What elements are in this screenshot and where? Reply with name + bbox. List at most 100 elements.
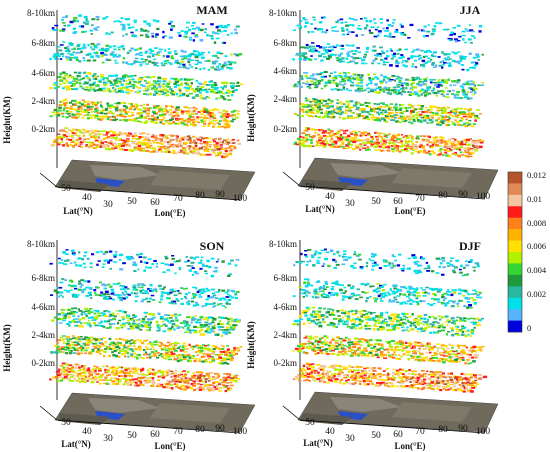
heatmap-cell	[58, 137, 62, 140]
heatmap-cell	[441, 64, 445, 66]
heatmap-cell	[309, 75, 314, 77]
heatmap-cell	[452, 301, 456, 304]
heatmap-cell	[340, 21, 344, 24]
heatmap-cell	[126, 345, 130, 348]
heatmap-cell	[180, 82, 183, 85]
heatmap-cell	[136, 384, 140, 387]
heatmap-cell	[213, 372, 218, 375]
heatmap-cell	[185, 379, 190, 383]
heatmap-cell	[82, 262, 86, 265]
heatmap-cell	[74, 321, 78, 324]
heatmap-cell	[474, 114, 479, 118]
heatmap-cell	[418, 319, 422, 321]
heatmap-cell	[154, 47, 158, 49]
heatmap-cell	[308, 109, 313, 112]
heatmap-cell	[153, 288, 158, 291]
heatmap-cell	[425, 323, 430, 326]
heatmap-cell	[395, 93, 399, 96]
heatmap-cell	[128, 144, 131, 146]
lon-axis	[56, 186, 241, 201]
heatmap-cell	[425, 77, 429, 79]
heatmap-cell	[179, 359, 183, 362]
heatmap-cell	[400, 268, 405, 271]
heatmap-cell	[98, 315, 102, 317]
heatmap-cell	[394, 103, 398, 106]
heatmap-cell	[339, 80, 342, 83]
heatmap-cell	[211, 116, 215, 118]
heatmap-cell	[168, 329, 172, 332]
heatmap-cell	[228, 63, 232, 66]
heatmap-cell	[382, 327, 386, 330]
heatmap-cell	[420, 327, 424, 330]
heatmap-cell	[459, 56, 463, 60]
heatmap-cell	[107, 112, 111, 114]
heatmap-cell	[94, 75, 97, 79]
heatmap-cell	[149, 321, 152, 324]
heatmap-cell	[364, 134, 368, 137]
heatmap-cell	[84, 375, 87, 379]
heatmap-cell	[388, 340, 391, 344]
heatmap-cell	[478, 324, 481, 327]
heatmap-cell	[444, 145, 448, 149]
heatmap-cell	[144, 323, 147, 326]
heatmap-cell	[115, 253, 118, 256]
heatmap-cell	[147, 139, 151, 142]
heatmap-cell	[442, 259, 446, 262]
heatmap-cell	[222, 381, 227, 384]
heatmap-cell	[337, 83, 342, 85]
heatmap-cell	[92, 345, 97, 348]
heatmap-cell	[84, 46, 87, 49]
heatmap-cell	[224, 112, 227, 115]
heatmap-cell	[173, 82, 177, 86]
heatmap-cell	[83, 21, 86, 24]
heatmap-cell	[147, 342, 151, 345]
heatmap-cell	[307, 127, 310, 130]
heatmap-cell	[203, 290, 207, 293]
heatmap-cell	[183, 78, 187, 81]
heatmap-cell	[65, 73, 69, 75]
heatmap-cell	[191, 348, 195, 350]
heatmap-cell	[67, 76, 70, 79]
heatmap-cell	[166, 293, 171, 296]
heatmap-cell	[142, 90, 146, 92]
heatmap-cell	[55, 136, 60, 139]
heatmap-cell	[478, 30, 482, 33]
heatmap-cell	[71, 380, 75, 382]
heatmap-cell	[313, 321, 316, 324]
heatmap-cell	[178, 34, 182, 37]
heatmap-cell	[412, 110, 415, 113]
heatmap-cell	[59, 72, 63, 76]
heatmap-cell	[379, 105, 383, 108]
heatmap-cell	[141, 325, 145, 328]
heatmap-cell	[316, 293, 320, 296]
heatmap-cell	[157, 90, 160, 93]
heatmap-cell	[418, 80, 422, 84]
heatmap-cell	[412, 290, 417, 294]
heatmap-cell	[146, 55, 151, 58]
heatmap-cell	[70, 341, 74, 343]
heatmap-cell	[416, 302, 420, 306]
heatmap-cell	[83, 101, 87, 103]
heatmap-cell	[364, 17, 367, 20]
heatmap-cell	[174, 144, 179, 147]
heatmap-cell	[328, 143, 332, 146]
heatmap-cell	[173, 114, 177, 117]
heatmap-cell	[196, 85, 200, 88]
heatmap-cell	[342, 86, 346, 89]
heatmap-cell	[161, 291, 165, 294]
heatmap-cell	[200, 113, 204, 115]
heatmap-cell	[145, 142, 150, 145]
heatmap-cell	[133, 108, 136, 111]
heatmap-cell	[461, 319, 466, 322]
heatmap-cell	[131, 119, 136, 122]
heatmap-cell	[423, 50, 428, 54]
heatmap-cell	[105, 82, 108, 84]
heatmap-cell	[76, 341, 79, 344]
heatmap-cell	[363, 55, 367, 59]
heatmap-cell	[194, 120, 198, 123]
heatmap-cell	[145, 346, 148, 348]
heatmap-cell	[144, 59, 148, 61]
heatmap-cell	[468, 114, 473, 117]
heatmap-cell	[109, 84, 114, 86]
heatmap-cell	[183, 373, 188, 376]
